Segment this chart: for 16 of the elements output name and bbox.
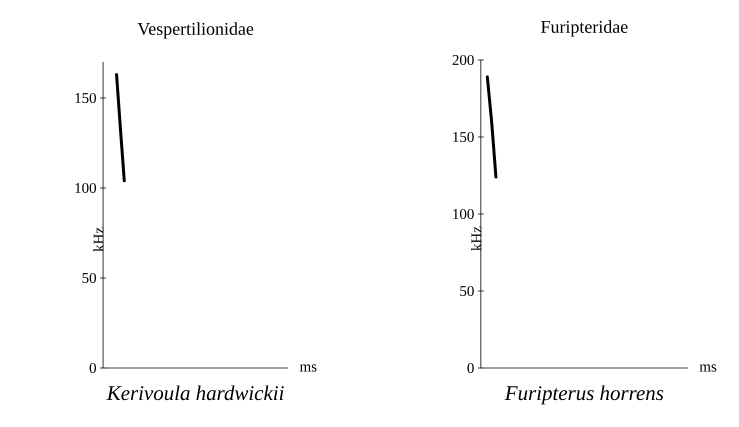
y-tick-label: 100 [453, 208, 474, 220]
text: Kerivoula hardwickii [106, 385, 284, 400]
y-tick-label: 100 [75, 182, 96, 194]
chart-title: Vespertilionidae [138, 22, 254, 39]
text: Furipterus horrens [504, 385, 664, 404]
y-tick-label: 50 [82, 272, 96, 284]
x-axis-title: ms [700, 364, 716, 372]
chart-title: Furipteridae [541, 20, 628, 37]
y-tick-label: 0 [90, 362, 96, 374]
y-tick-label: 200 [452, 54, 474, 66]
y-axis-title: kHz [93, 227, 104, 252]
y-tick-label: 150 [453, 132, 474, 142]
y-tick-label: 150 [75, 92, 96, 104]
y-tick-label: 50 [460, 286, 474, 296]
y-tick-label: 0 [467, 362, 474, 374]
x-axis-title: ms [300, 364, 316, 372]
